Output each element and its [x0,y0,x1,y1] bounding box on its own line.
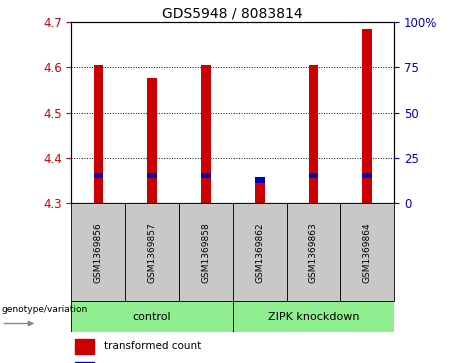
Text: GSM1369857: GSM1369857 [148,222,157,283]
Bar [148,78,157,203]
Text: GSM1369863: GSM1369863 [309,222,318,283]
Bar [75,339,94,354]
Bar [255,178,265,203]
Bar [362,173,372,178]
Text: GSM1369858: GSM1369858 [201,222,210,283]
Text: GSM1369856: GSM1369856 [94,222,103,283]
Text: GSM1369864: GSM1369864 [363,222,372,283]
Bar [255,178,265,183]
Text: control: control [133,312,171,322]
FancyBboxPatch shape [233,203,287,301]
Bar [201,65,211,203]
Title: GDS5948 / 8083814: GDS5948 / 8083814 [162,7,303,21]
Bar [309,65,318,203]
FancyBboxPatch shape [179,203,233,301]
FancyBboxPatch shape [125,203,179,301]
Text: ZIPK knockdown: ZIPK knockdown [268,312,359,322]
Bar [148,173,157,178]
FancyBboxPatch shape [71,203,125,301]
Bar [201,173,211,178]
Text: GSM1369862: GSM1369862 [255,222,264,283]
Bar [362,29,372,203]
Bar [75,362,94,363]
Bar [309,173,318,178]
FancyBboxPatch shape [233,301,394,332]
Text: transformed count: transformed count [104,341,201,351]
FancyBboxPatch shape [287,203,340,301]
Bar [94,65,103,203]
Bar [94,173,103,178]
FancyBboxPatch shape [71,301,233,332]
FancyBboxPatch shape [340,203,394,301]
Text: genotype/variation: genotype/variation [1,305,88,314]
